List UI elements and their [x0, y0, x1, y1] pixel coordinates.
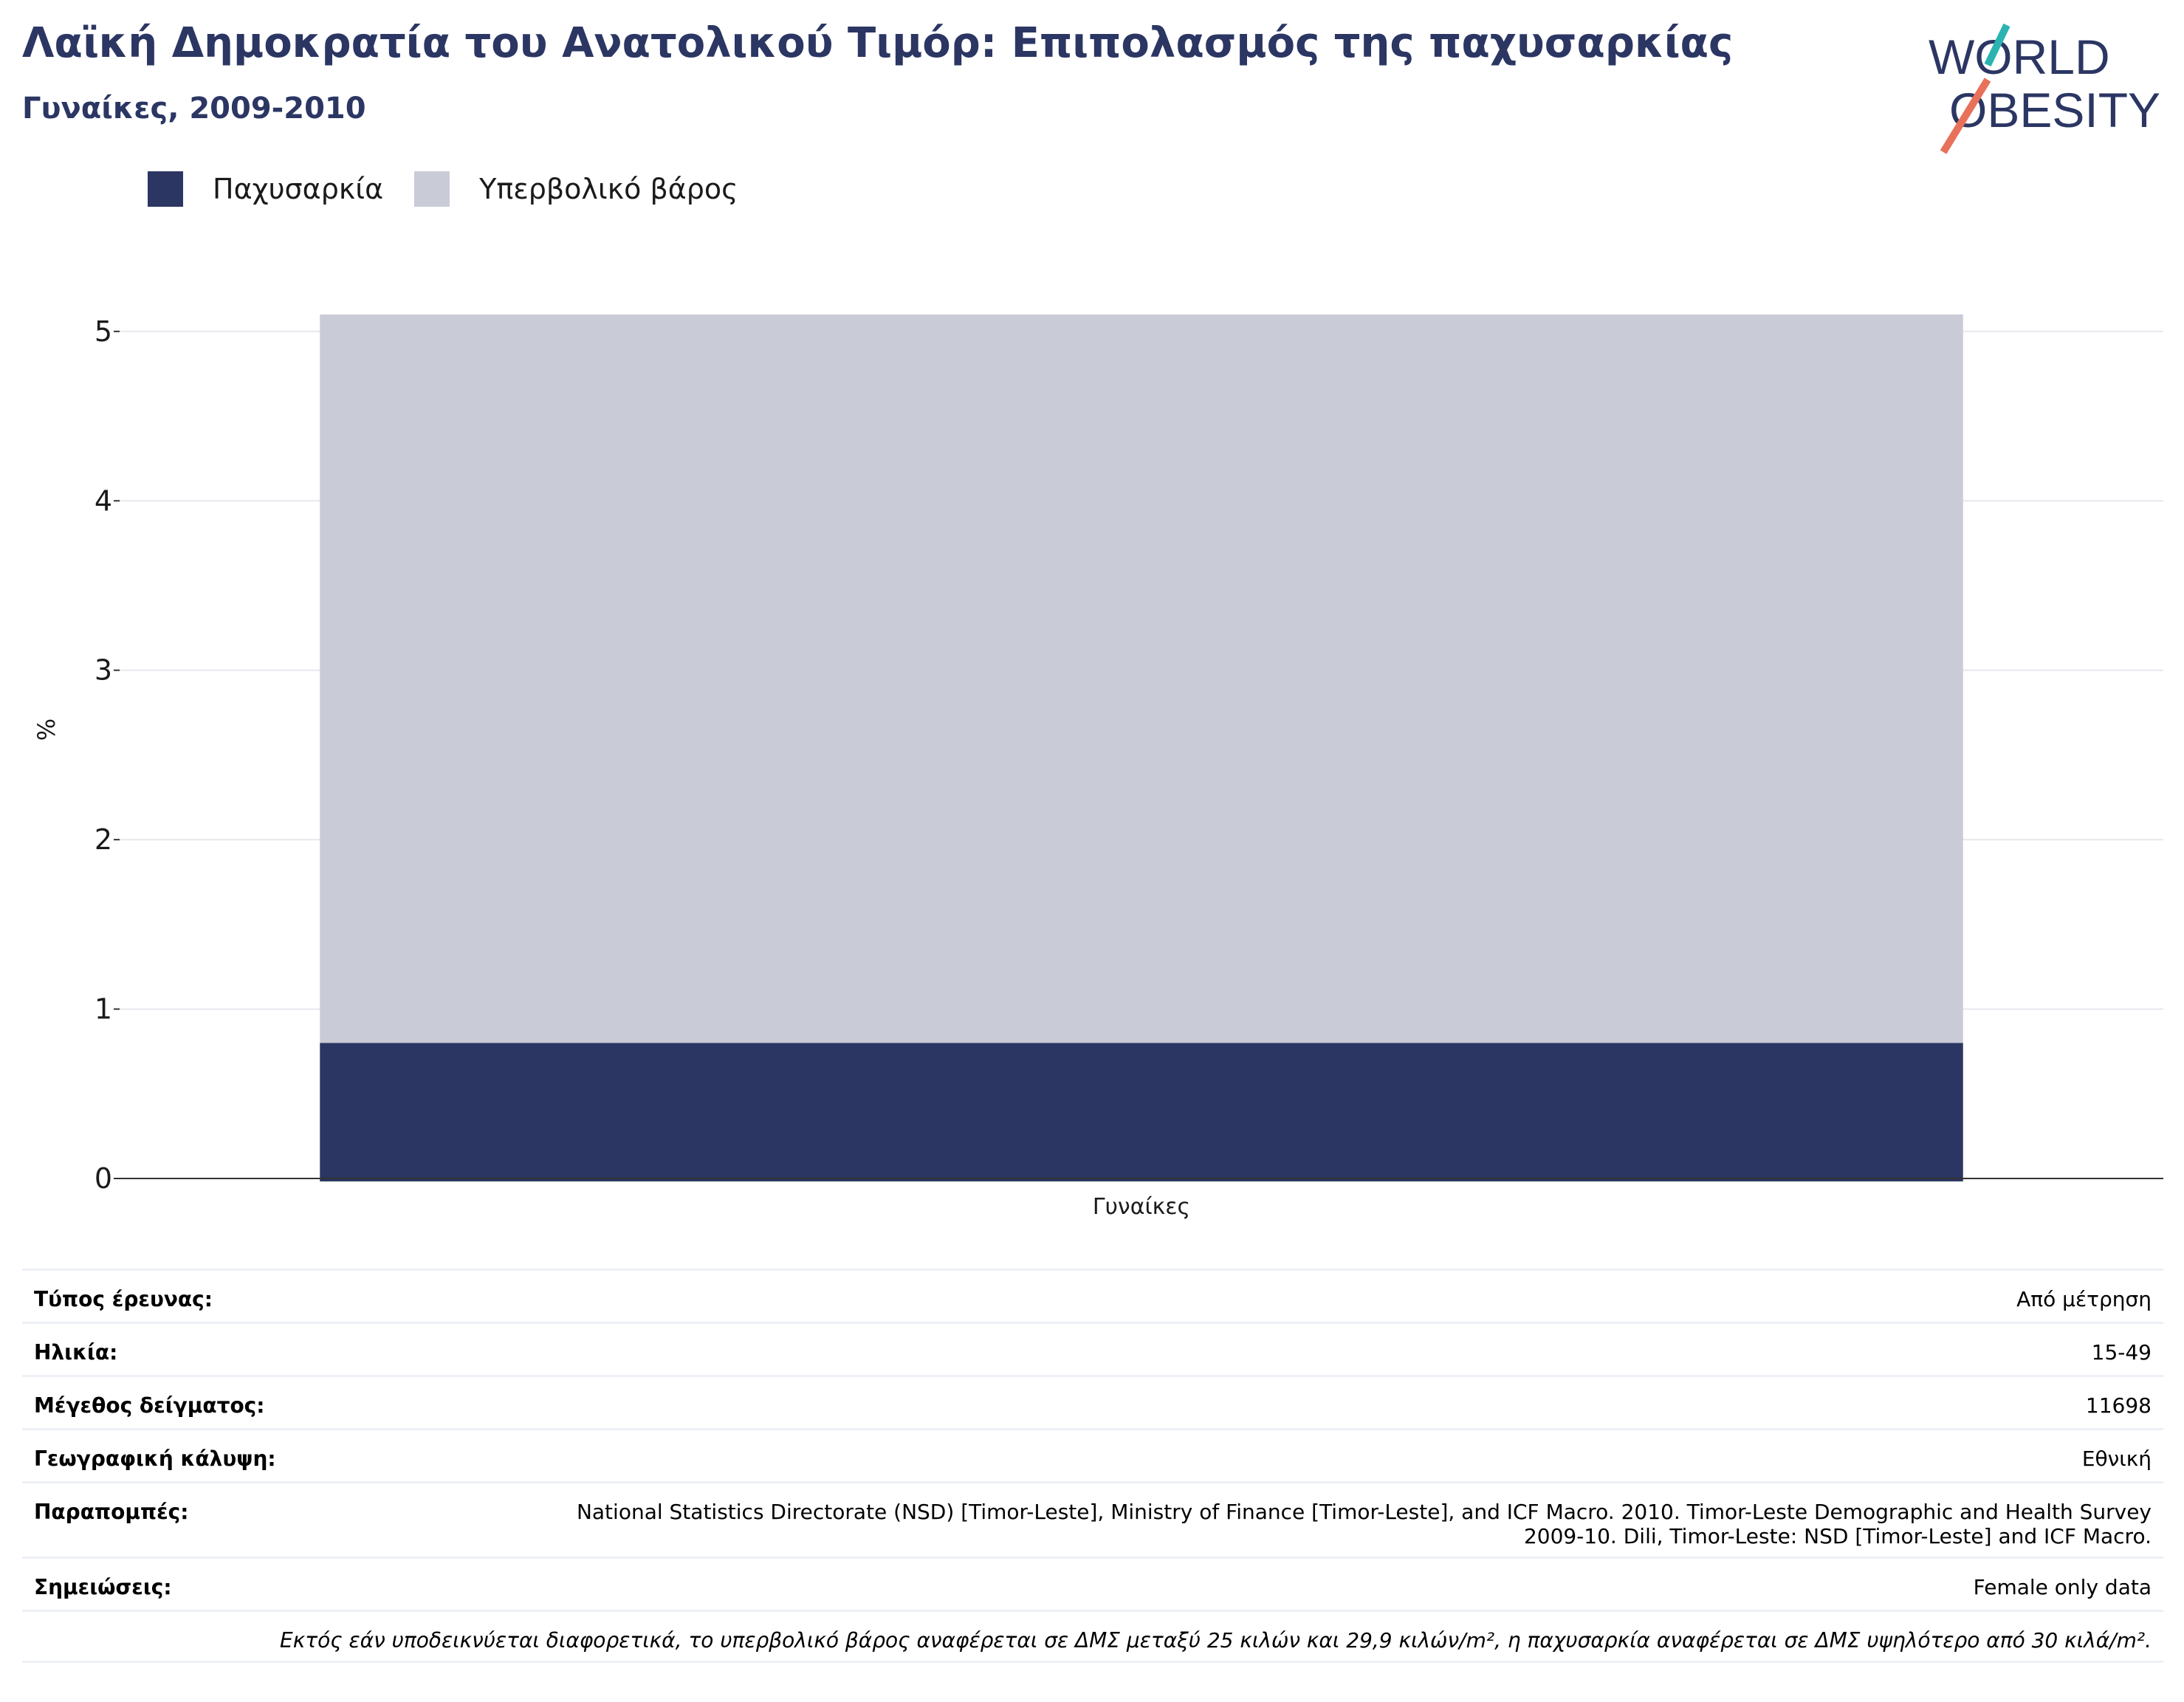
legend-label-obesity: Παχυσαρκία [213, 173, 384, 205]
info-value-age: 15-49 [2091, 1340, 2152, 1365]
logo-coral-slash [1940, 78, 1991, 154]
legend-swatch-overweight [414, 171, 450, 207]
legend: Παχυσαρκία Υπερβολικό βάρος [148, 171, 769, 207]
info-key-sample-size: Μέγεθος δείγματος: [34, 1393, 265, 1418]
info-key-survey-type: Τύπος έρευνας: [34, 1287, 213, 1311]
x-category-label: Γυναίκες [1093, 1194, 1190, 1220]
y-tick-label: 4 [95, 484, 112, 517]
info-row-notes: Σημειώσεις: Female only data [22, 1557, 2163, 1610]
bar-segment-obesity[interactable] [320, 1043, 1963, 1181]
info-value-sample-size: 11698 [2085, 1393, 2152, 1418]
info-row-references: Παραπομπές: National Statistics Director… [22, 1481, 2163, 1557]
legend-item-overweight[interactable]: Υπερβολικό βάρος [414, 171, 738, 207]
chart-subtitle: Γυναίκες, 2009-2010 [22, 92, 366, 126]
footnote: Εκτός εάν υποδεικνύεται διαφορετικά, το … [22, 1610, 2163, 1663]
info-value-notes: Female only data [1973, 1575, 2152, 1599]
y-tick-label: 5 [95, 315, 112, 348]
info-row-sample-size: Μέγεθος δείγματος: 11698 [22, 1375, 2163, 1428]
legend-item-obesity[interactable]: Παχυσαρκία [148, 171, 383, 207]
info-value-references: National Statistics Directorate (NSD) [T… [576, 1500, 2152, 1548]
logo-text-world: WORLD [1929, 30, 2110, 84]
info-row-survey-type: Τύπος έρευνας: Από μέτρηση [22, 1269, 2163, 1322]
info-value-survey-type: Από μέτρηση [2016, 1287, 2152, 1311]
chart-title: Λαϊκή Δημοκρατία του Ανατολικού Τιμόρ: Ε… [22, 19, 1734, 67]
info-value-coverage: Εθνική [2081, 1447, 2152, 1471]
legend-label-overweight: Υπερβολικό βάρος [479, 173, 738, 205]
y-axis-label: % [32, 718, 61, 741]
info-row-coverage: Γεωγραφική κάλυψη: Εθνική [22, 1428, 2163, 1481]
world-obesity-logo: WORLD OBESITY [1929, 23, 2160, 154]
info-key-references: Παραπομπές: [34, 1500, 189, 1524]
legend-swatch-obesity [148, 171, 183, 207]
logo-teal-slash [1984, 23, 2010, 67]
info-key-coverage: Γεωγραφική κάλυψη: [34, 1447, 276, 1471]
stacked-bar-chart: 0 1 2 3 4 5 Γυναίκες% [32, 314, 2163, 1220]
info-table: Τύπος έρευνας: Από μέτρηση Ηλικία: 15-49… [22, 1269, 2163, 1663]
y-tick-label: 1 [95, 993, 112, 1026]
info-key-notes: Σημειώσεις: [34, 1575, 172, 1599]
info-key-age: Ηλικία: [34, 1340, 118, 1365]
y-tick-label: 0 [95, 1162, 112, 1195]
y-tick-label: 3 [95, 654, 112, 687]
bar-segment-overweight[interactable] [320, 314, 1963, 1043]
y-tick-label: 2 [95, 823, 112, 856]
info-row-age: Ηλικία: 15-49 [22, 1322, 2163, 1375]
